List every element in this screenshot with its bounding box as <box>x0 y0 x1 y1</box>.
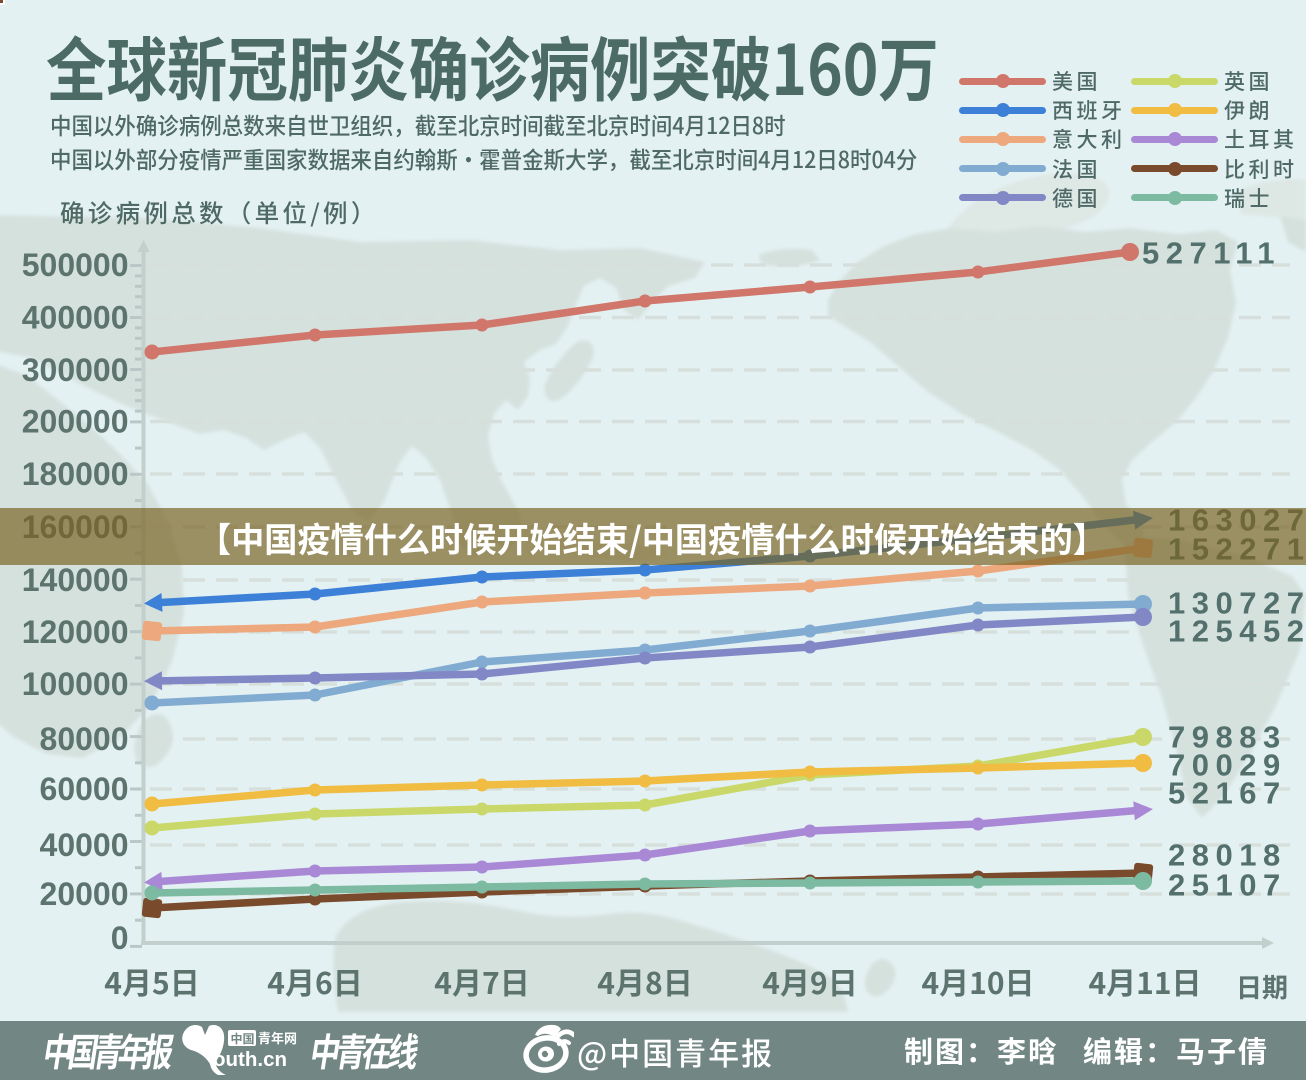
svg-text:60000: 60000 <box>40 771 129 807</box>
svg-text:180000: 180000 <box>22 456 129 492</box>
svg-text:125452: 125452 <box>1168 614 1306 649</box>
svg-text:0: 0 <box>111 920 129 956</box>
svg-text:青年网: 青年网 <box>258 1028 297 1047</box>
svg-text:28018: 28018 <box>1168 838 1287 873</box>
svg-text:400000: 400000 <box>22 300 129 336</box>
svg-text:40000: 40000 <box>40 827 129 863</box>
svg-text:200000: 200000 <box>22 404 129 440</box>
svg-text:500000: 500000 <box>22 247 129 283</box>
svg-text:140000: 140000 <box>22 562 129 598</box>
svg-text:中国: 中国 <box>231 1030 255 1047</box>
svg-text:70029: 70029 <box>1168 748 1287 783</box>
svg-text:20000: 20000 <box>40 876 129 912</box>
svg-text:52167: 52167 <box>1168 776 1287 811</box>
svg-text:outh.cn: outh.cn <box>213 1048 287 1071</box>
svg-text:120000: 120000 <box>22 614 129 650</box>
svg-text:80000: 80000 <box>40 721 129 757</box>
svg-text:100000: 100000 <box>22 666 129 702</box>
svg-text:300000: 300000 <box>22 352 129 388</box>
svg-text:79883: 79883 <box>1168 720 1287 755</box>
svg-text:25107: 25107 <box>1168 868 1287 903</box>
svg-text:527111: 527111 <box>1142 236 1281 271</box>
svg-text:130727: 130727 <box>1168 586 1306 621</box>
